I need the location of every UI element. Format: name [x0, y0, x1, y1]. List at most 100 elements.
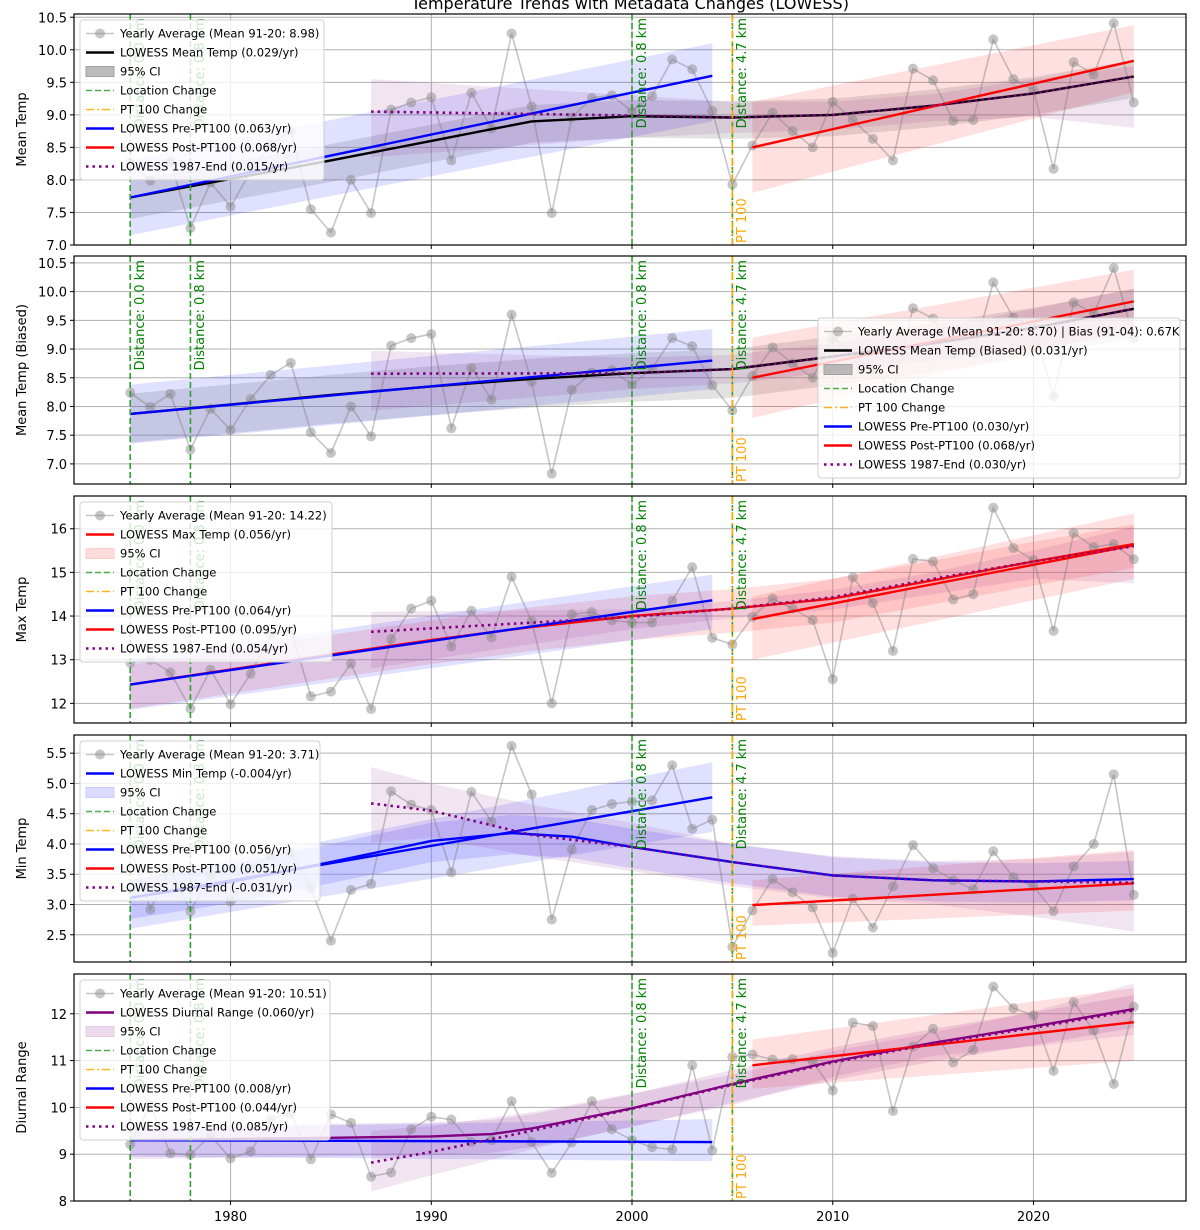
legend-label: 95% CI [120, 65, 161, 79]
x-tick-label: 1980 [214, 1210, 247, 1225]
data-point [165, 388, 176, 399]
late-period-ci-band [371, 288, 1134, 411]
pt100-change-label: PT 100 [735, 437, 750, 482]
legend-marker-icon [95, 749, 105, 760]
legend-label: LOWESS 1987-End (0.015/yr) [120, 160, 288, 174]
data-point [707, 105, 718, 116]
y-axis-label: Mean Temp (Biased) [15, 304, 30, 436]
data-point [807, 372, 818, 383]
legend: Yearly Average (Mean 91-20: 14.22) LOWESS… [79, 501, 333, 663]
data-point [426, 329, 437, 340]
location-change-label: Distance: 0.8 km [635, 260, 650, 370]
data-point [887, 1106, 898, 1117]
data-point [667, 1144, 678, 1155]
data-point [225, 1153, 236, 1164]
data-point [988, 34, 999, 45]
legend-label: PT 100 Change [120, 103, 207, 117]
main-ci-band [130, 995, 1134, 1159]
pre-pt100-lowess-line [130, 599, 713, 686]
data-point [787, 887, 798, 898]
data-point [968, 589, 979, 600]
legend-item: PT 100 Change [86, 1063, 207, 1077]
legend-label: 95% CI [858, 363, 899, 377]
data-point [366, 1171, 377, 1182]
legend-patch-icon [823, 364, 853, 375]
post-pt100-lowess-line [752, 544, 1135, 621]
y-tick-label: 14 [50, 610, 67, 625]
data-point [345, 174, 356, 185]
legend-label: 95% CI [120, 547, 161, 561]
data-point [325, 935, 336, 946]
y-tick-label: 10 [50, 1101, 67, 1116]
data-point [1108, 1078, 1119, 1089]
legend-item: LOWESS Max Temp (0.056/yr) [86, 528, 291, 542]
data-point [667, 760, 678, 771]
data-point [546, 1167, 557, 1178]
legend-item: LOWESS Post-PT100 (0.095/yr) [86, 623, 297, 637]
data-point [827, 1085, 838, 1096]
data-point [1068, 57, 1079, 68]
data-point [867, 922, 878, 933]
legend-item: LOWESS Mean Temp (Biased) (0.031/yr) [824, 344, 1088, 358]
legend-item: LOWESS Pre-PT100 (0.064/yr) [86, 604, 291, 618]
data-point [707, 380, 718, 391]
data-point [647, 617, 658, 628]
location-change-label: Distance: 0.8 km [635, 500, 650, 610]
data-point [1048, 163, 1059, 174]
data-point [506, 740, 517, 751]
data-point [526, 101, 537, 112]
legend-label: LOWESS Pre-PT100 (0.063/yr) [120, 122, 291, 136]
legend-label: Yearly Average (Mean 91-20: 8.98) [119, 27, 319, 41]
legend-item: Location Change [86, 84, 216, 98]
data-point [948, 115, 959, 126]
y-tick-label: 9.0 [46, 343, 67, 358]
data-point [225, 201, 236, 212]
axes-frame [73, 255, 1187, 485]
data-point [707, 1145, 718, 1156]
y-tick-label: 10.5 [38, 257, 67, 272]
legend-item: LOWESS Pre-PT100 (0.030/yr) [824, 420, 1029, 434]
legend: Yearly Average (Mean 91-20: 8.70) | Bias… [817, 317, 1181, 479]
data-point [566, 609, 577, 620]
data-point [1108, 263, 1119, 274]
data-point [908, 840, 919, 851]
data-point [1068, 297, 1079, 308]
data-point [305, 691, 316, 702]
data-point [928, 863, 939, 874]
data-point [446, 867, 457, 878]
legend-label: PT 100 Change [858, 401, 945, 415]
data-point [948, 1057, 959, 1068]
legend-label: LOWESS 1987-End (-0.031/yr) [120, 881, 292, 895]
y-tick-label: 15 [50, 566, 67, 581]
data-point [667, 54, 678, 65]
data-point [366, 878, 377, 889]
y-tick-label: 13 [50, 654, 67, 669]
legend-item: LOWESS 1987-End (0.085/yr) [86, 1120, 288, 1134]
y-tick-label: 11 [50, 1055, 67, 1070]
data-point [867, 597, 878, 608]
data-point [566, 844, 577, 855]
legend-item: LOWESS Diurnal Range (0.060/yr) [86, 1006, 314, 1020]
data-point [1048, 625, 1059, 636]
post-pt100-lowess-line [752, 882, 1134, 907]
location-change-label: Distance: 4.7 km [735, 978, 750, 1088]
data-point [968, 1044, 979, 1055]
legend-label: LOWESS Mean Temp (Biased) (0.031/yr) [858, 344, 1088, 358]
legend-label: LOWESS Min Temp (-0.004/yr) [120, 767, 292, 781]
legend-item: Yearly Average (Mean 91-20: 3.71) [86, 748, 319, 762]
data-point [245, 1146, 256, 1157]
data-point [827, 96, 838, 107]
data-point [185, 223, 196, 234]
legend-item: Location Change [86, 805, 216, 819]
plot-area [74, 14, 1186, 245]
legend-label: PT 100 Change [120, 585, 207, 599]
legend-item: LOWESS Post-PT100 (0.051/yr) [86, 862, 297, 876]
panel-2: Distance: 0.0 km Distance: 0.8 km Distance… [15, 255, 1187, 488]
data-point [1048, 906, 1059, 917]
y-tick-label: 5.0 [46, 777, 67, 792]
data-point [446, 155, 457, 166]
legend-patch-icon [85, 787, 115, 798]
legend-item: Yearly Average (Mean 91-20: 10.51) [86, 987, 327, 1001]
